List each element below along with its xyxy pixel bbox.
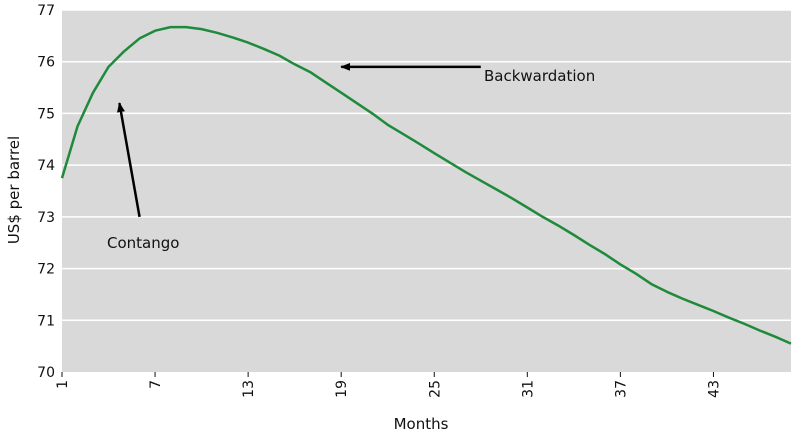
gridlines	[62, 9, 791, 322]
x-tick-label: 1	[55, 380, 71, 389]
y-tick-label: 71	[37, 313, 55, 329]
x-tick-label: 37	[613, 380, 629, 398]
x-tick-label: 7	[148, 380, 164, 389]
y-tick-label: 73	[37, 210, 55, 226]
series-layer	[60, 25, 792, 345]
series-line	[60, 25, 792, 345]
y-axis-ticks: 70 71 72 73 74 75 76 77	[37, 3, 55, 381]
x-tick-label: 13	[241, 380, 257, 398]
y-tick-label: 72	[37, 262, 55, 278]
backwardation-label: Backwardation	[484, 67, 595, 85]
y-tick-label: 76	[37, 55, 55, 71]
contango-arrow	[117, 102, 141, 218]
y-tick-label: 74	[37, 158, 55, 174]
x-tick-label: 19	[334, 380, 350, 398]
y-tick-label: 75	[37, 106, 55, 122]
y-axis-title: US$ per barrel	[5, 136, 23, 244]
x-tick-label: 25	[427, 380, 443, 398]
y-tick-label: 70	[37, 365, 55, 381]
x-tick-label: 43	[706, 380, 722, 398]
x-axis-title: Months	[394, 415, 449, 433]
y-tick-label: 77	[37, 3, 55, 19]
plot-background	[62, 10, 791, 372]
contango-label: Contango	[107, 234, 179, 252]
x-tick-label: 31	[520, 380, 536, 398]
x-axis-ticks: 1 7 13 19 25 31 37 43	[55, 372, 722, 398]
